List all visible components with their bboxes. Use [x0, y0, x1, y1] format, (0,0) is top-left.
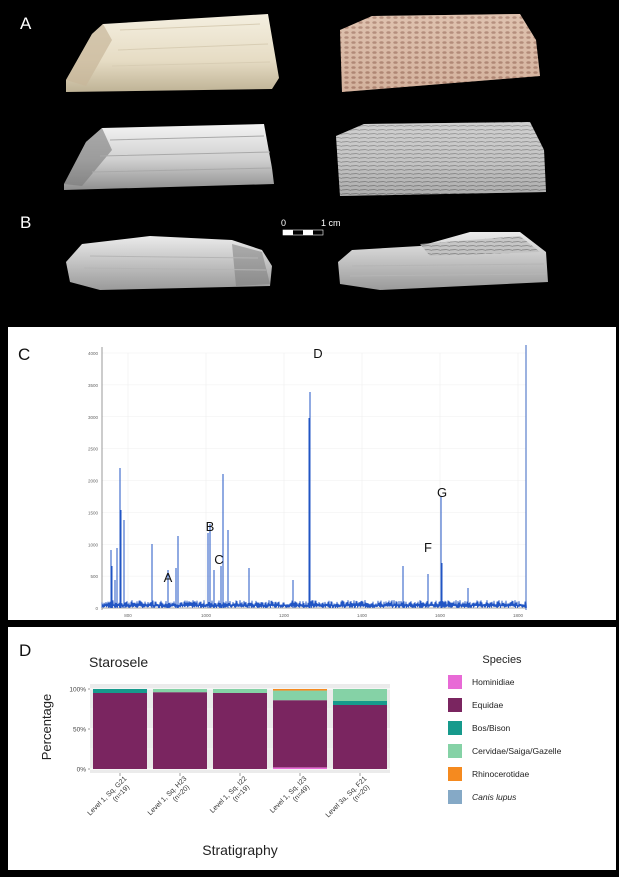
spectrum-x-tick: 800 — [124, 613, 132, 618]
spectrum-x-tick: 1200 — [279, 613, 290, 618]
x-tick-label: Level 3a, Sq. F21(n=20) — [325, 775, 374, 824]
panel-label-c: C — [18, 345, 31, 364]
peak-label-d: D — [313, 346, 322, 361]
spectrum-y-tick: 2000 — [88, 479, 99, 484]
panel-label-a: A — [20, 14, 32, 33]
bar-segment-hominidiae — [273, 767, 327, 769]
species-chart-panel: D Starosele 0% 50% 100% Level 1, Sq. G21(n… — [8, 627, 616, 870]
bar-segment-cervidae-saiga-gazelle — [213, 689, 267, 693]
scale-bar — [282, 229, 324, 236]
x-axis-label: Stratigraphy — [202, 842, 277, 858]
bar-segment-rhinocerotidae — [273, 689, 327, 691]
spectrum-y-tick: 1000 — [88, 542, 99, 547]
spectrum-y-tick: 0 — [95, 606, 98, 611]
bar-segment-equidae — [213, 693, 267, 769]
legend-swatch-bos-bison — [448, 721, 462, 735]
bar-segment-equidae — [273, 700, 327, 768]
legend-label-cervidae-saiga-gazelle: Cervidae/Saiga/Gazelle — [472, 746, 562, 756]
peak-label-b: B — [206, 519, 215, 534]
peak-label-g: G — [437, 485, 447, 500]
x-tick-label: Level 1, Sq. G21(n=19) — [87, 775, 135, 823]
x-tick-label: Level 1, Sq. I23(n=49) — [269, 775, 314, 820]
legend-title: Species — [482, 654, 522, 666]
spectrum-x-tick: 1400 — [357, 613, 368, 618]
legend-swatch-hominidiae — [448, 675, 462, 689]
x-tick-label: Level 1, Sq. I22(n=19) — [209, 775, 254, 820]
spectrum-x-tick: 1000 — [201, 613, 212, 618]
legend-label-canis-lupus: Canis lupus — [472, 792, 517, 802]
bone-scan-side-left — [66, 236, 272, 290]
legend-label-equidae: Equidae — [472, 700, 503, 710]
peak-label-a: A — [164, 570, 173, 585]
species-bar-chart: Starosele 0% 50% 100% Level 1, Sq. G21(n=1… — [39, 654, 562, 858]
x-tick-text: Level 3a, Sq. F21(n=20) — [325, 775, 374, 824]
y-tick-label: 0% — [77, 767, 87, 774]
panel-label-b: B — [20, 213, 32, 232]
scale-bar-end: 1 cm — [321, 218, 341, 228]
spectrum-x-tick: 1600 — [435, 613, 446, 618]
spectrum-y-tick: 1500 — [88, 510, 99, 515]
bar-segment-bos-bison — [93, 689, 147, 693]
panel-label-d: D — [19, 641, 32, 660]
bar-segment-cervidae-saiga-gazelle — [333, 689, 387, 701]
specimen-images-panel: A B — [0, 0, 619, 318]
spectrum-baseline-noise — [101, 599, 527, 609]
peak-label-f: F — [424, 540, 432, 555]
legend-swatch-cervidae-saiga-gazelle — [448, 744, 462, 758]
x-tick-text: Level 1, Sq. H23(n=20) — [147, 775, 194, 822]
x-tick-text: Level 1, Sq. I22(n=19) — [209, 775, 254, 820]
chart-title: Starosele — [89, 654, 148, 670]
specimen-images — [64, 14, 548, 290]
x-tick-label: Level 1, Sq. H23(n=20) — [147, 775, 194, 822]
bar-segment-equidae — [93, 693, 147, 769]
spectrum-y-tick: 500 — [90, 574, 98, 579]
legend-label-rhinocerotidae: Rhinocerotidae — [472, 769, 529, 779]
spectrum-panel: C 4000 3500 3000 2500 2000 1500 1000 500 0 800 10… — [8, 327, 616, 620]
y-tick-label: 100% — [69, 687, 86, 694]
bar-segment-equidae — [153, 692, 207, 769]
bar-segment-cervidae-saiga-gazelle — [153, 689, 207, 693]
bar-segment-equidae — [333, 705, 387, 769]
legend-swatch-equidae — [448, 698, 462, 712]
spectrum-y-tick: 3500 — [88, 383, 99, 388]
bone-scan-cortical — [64, 124, 274, 190]
spectrum-y-tick: 3000 — [88, 415, 99, 420]
y-axis-label: Percentage — [39, 694, 54, 761]
x-tick-text: Level 1, Sq. G21(n=19) — [87, 775, 135, 823]
spectrum-y-tick: 4000 — [88, 351, 99, 356]
peak-label-c: C — [214, 552, 223, 567]
legend-label-hominidiae: Hominidiae — [472, 677, 515, 687]
bar-segment-cervidae-saiga-gazelle — [273, 690, 327, 701]
bar-segment-bos-bison — [333, 701, 387, 705]
legend-swatch-rhinocerotidae — [448, 767, 462, 781]
legend-swatch-canis-lupus — [448, 790, 462, 804]
x-tick-text: Level 1, Sq. I23(n=49) — [269, 775, 314, 820]
spectrum-plot: 4000 3500 3000 2500 2000 1500 1000 500 0 800 1000… — [88, 345, 527, 618]
spectrum-x-tick: 1800 — [513, 613, 524, 618]
legend-label-bos-bison: Bos/Bison — [472, 723, 511, 733]
scale-bar-zero: 0 — [281, 218, 287, 228]
bone-photo-cortical — [66, 14, 279, 92]
y-tick-label: 50% — [73, 727, 86, 734]
spectrum-y-tick: 2500 — [88, 447, 99, 452]
